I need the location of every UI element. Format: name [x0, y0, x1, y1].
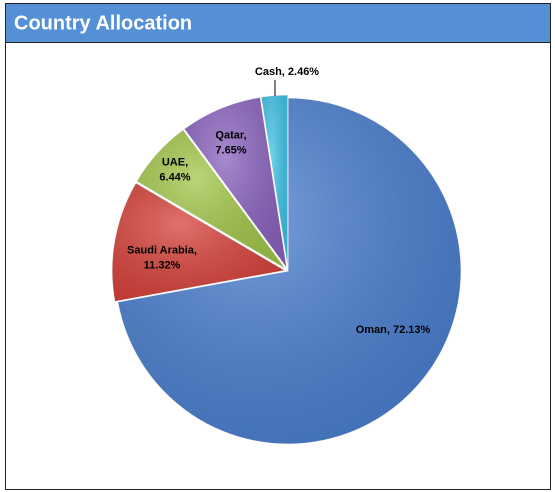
chart-title: Country Allocation	[14, 12, 192, 34]
data-labels: Oman, 72.13% Saudi Arabia, 11.32% UAE, 6.44%…	[127, 66, 430, 336]
data-label-line: Saudi Arabia,	[127, 244, 197, 256]
data-label-line: 7.65%	[215, 144, 246, 156]
header-bar	[6, 4, 550, 42]
slice-shade	[117, 98, 462, 444]
pie	[111, 94, 462, 445]
data-label: UAE, 6.44%	[159, 156, 190, 183]
data-label-line: Qatar,	[215, 129, 246, 141]
slice-shade	[261, 95, 288, 269]
data-label-line: Oman, 72.13%	[356, 324, 431, 336]
data-label-line: 6.44%	[159, 171, 190, 183]
slice-shade	[136, 129, 286, 269]
data-label: Cash, 2.46%	[255, 66, 319, 78]
data-label-line: Cash, 2.46%	[255, 66, 319, 78]
slice-shade	[112, 182, 286, 302]
data-label: Saudi Arabia, 11.32%	[127, 244, 197, 271]
slice-shade	[184, 97, 287, 269]
data-label-line: UAE,	[162, 156, 188, 168]
data-label-line: 11.32%	[144, 259, 181, 271]
data-label: Qatar, 7.65%	[215, 129, 246, 156]
data-label: Oman, 72.13%	[356, 324, 431, 336]
